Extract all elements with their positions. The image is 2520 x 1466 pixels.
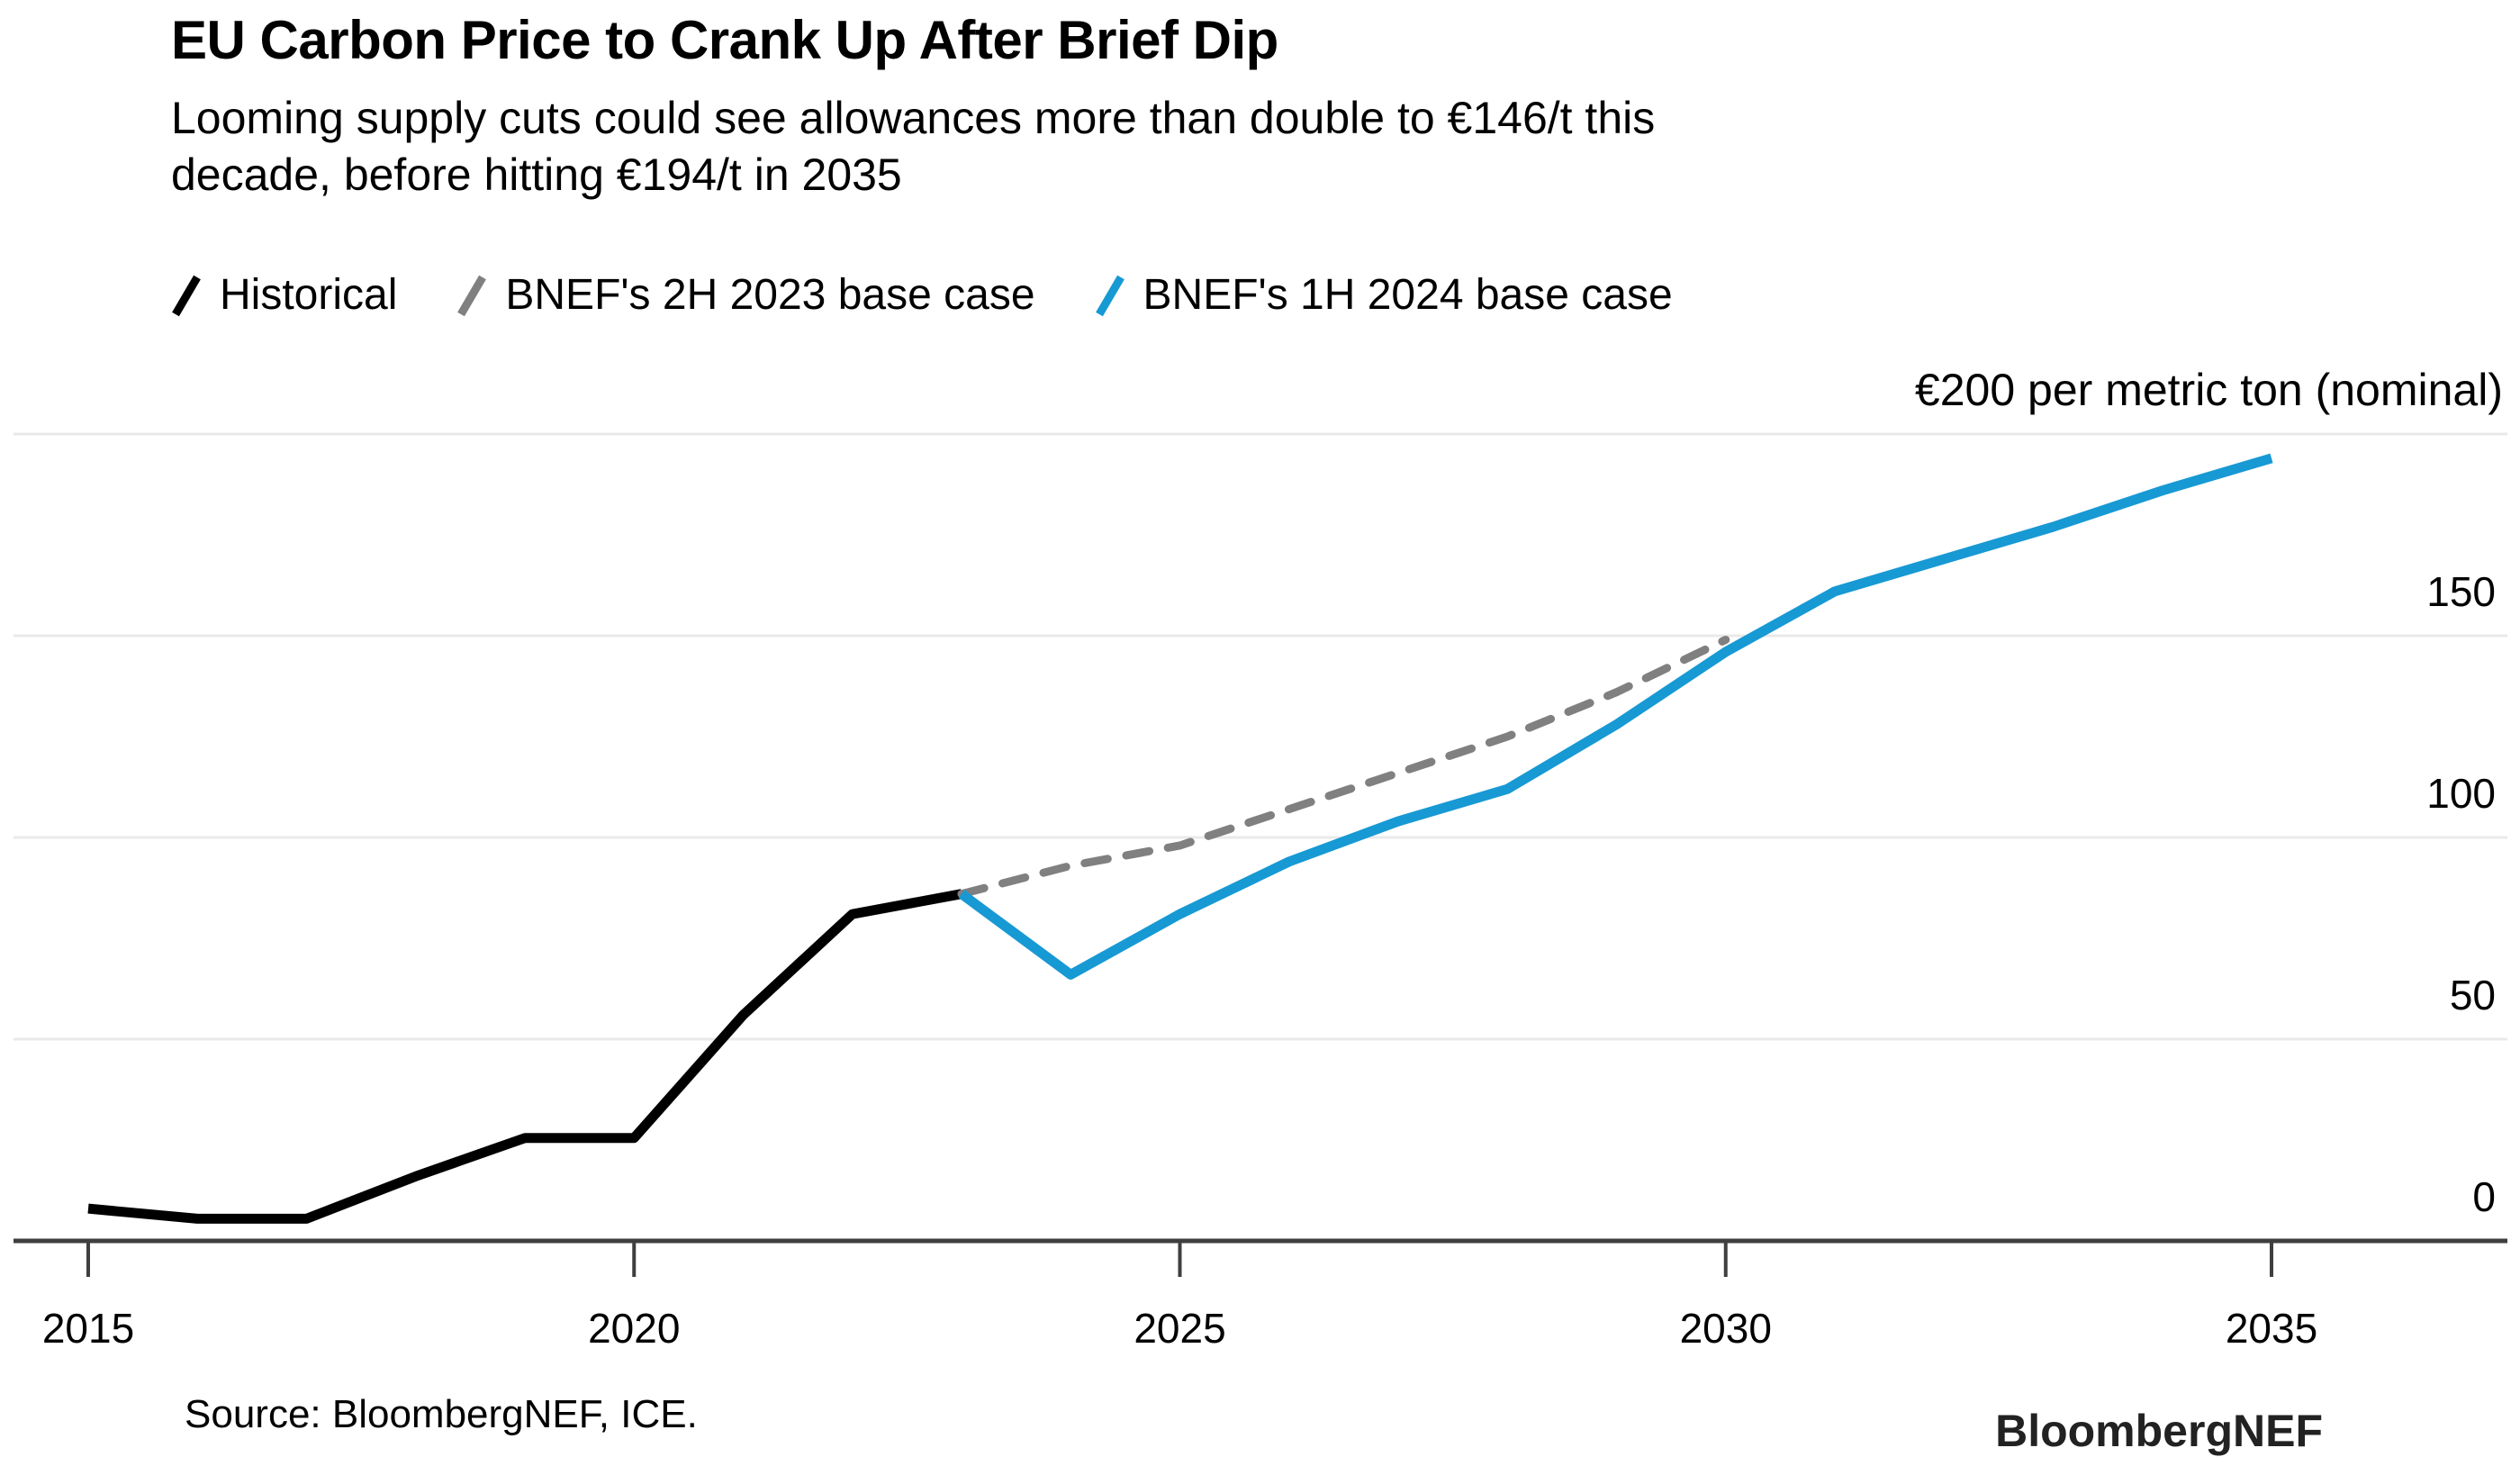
chart-subtitle: Looming supply cuts could see allowances… xyxy=(171,90,1655,204)
series-line xyxy=(958,453,2273,980)
legend-label: BNEF's 1H 2024 base case xyxy=(1143,271,1673,319)
chart-subtitle-line2: decade, before hitting €194/t in 2035 xyxy=(171,149,902,200)
legend-label: BNEF's 2H 2023 base case xyxy=(505,271,1035,319)
chart-title: EU Carbon Price to Crank Up After Brief … xyxy=(171,10,1278,70)
y-tick-label: 150 xyxy=(2426,568,2496,615)
legend: Historical BNEF's 2H 2023 base case BNEF… xyxy=(171,270,1673,320)
x-tick-label: 2015 xyxy=(41,1305,135,1352)
y-axis-title: €200 per metric ton (nominal) xyxy=(1914,365,2503,415)
x-tick-label: 2025 xyxy=(1134,1305,1226,1352)
x-tick-label: 2020 xyxy=(588,1305,681,1352)
x-tick-label: 2035 xyxy=(2225,1305,2318,1352)
y-tick-label: 50 xyxy=(2449,972,2496,1018)
legend-item-1h2024-base-case: BNEF's 1H 2024 base case xyxy=(1095,270,1673,320)
slash-icon xyxy=(1095,275,1125,316)
series-line xyxy=(957,635,1730,899)
series-line xyxy=(87,889,962,1224)
chart-subtitle-line1: Looming supply cuts could see allowances… xyxy=(171,93,1656,143)
slash-icon xyxy=(172,275,201,316)
x-tick-label: 2030 xyxy=(1679,1305,1772,1352)
slash-icon xyxy=(457,275,487,316)
legend-label: Historical xyxy=(220,271,398,319)
bloombergnef-logo: BloombergNEF xyxy=(1995,1406,2323,1456)
y-tick-label: 0 xyxy=(2472,1173,2496,1220)
legend-item-historical: Historical xyxy=(171,270,397,320)
source-note: Source: BloombergNEF, ICE. xyxy=(185,1392,698,1436)
y-tick-label: 100 xyxy=(2426,770,2496,817)
legend-item-2h2023-base-case: BNEF's 2H 2023 base case xyxy=(456,270,1035,320)
